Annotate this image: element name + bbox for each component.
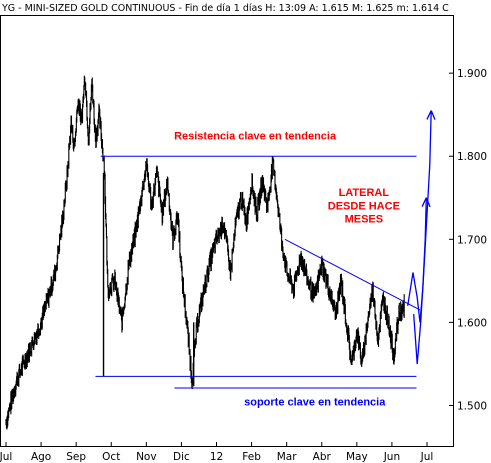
x-tick-label: Jul: [420, 451, 434, 463]
annotation-3: MESES: [345, 214, 384, 226]
x-tick-label: Jul: [0, 451, 12, 463]
x-tick-label: Feb: [242, 451, 261, 463]
y-tick-label: 1.900: [457, 68, 487, 80]
x-tick-label: Abr: [313, 451, 332, 463]
x-tick-label: Sep: [66, 451, 86, 463]
annotation-1: LATERAL: [339, 187, 390, 199]
y-tick-label: 1.700: [457, 234, 487, 246]
plot-area: [1, 16, 454, 447]
plot-frame: [1, 16, 454, 447]
x-tick-label: Mar: [277, 451, 297, 463]
y-tick-label: 1.600: [457, 317, 487, 329]
x-tick-label: 12: [210, 451, 223, 463]
x-tick-label: May: [346, 451, 368, 463]
y-tick-label: 1.800: [457, 151, 487, 163]
x-tick-label: Oct: [102, 451, 120, 463]
annotation-4: soporte clave en tendencia: [244, 396, 386, 408]
annotation-2: DESDE HACE: [328, 200, 400, 212]
x-tick-label: Ago: [31, 451, 51, 463]
x-tick-label: Dic: [173, 451, 190, 463]
x-tick-label: Nov: [136, 451, 157, 463]
x-tick-label: Jun: [383, 451, 400, 463]
y-tick-label: 1.500: [457, 400, 487, 412]
annotation-0: Resistencia clave en tendencia: [174, 131, 337, 143]
chart-header: YG - MINI-SIZED GOLD CONTINUOUS - Fin de…: [1, 3, 449, 14]
